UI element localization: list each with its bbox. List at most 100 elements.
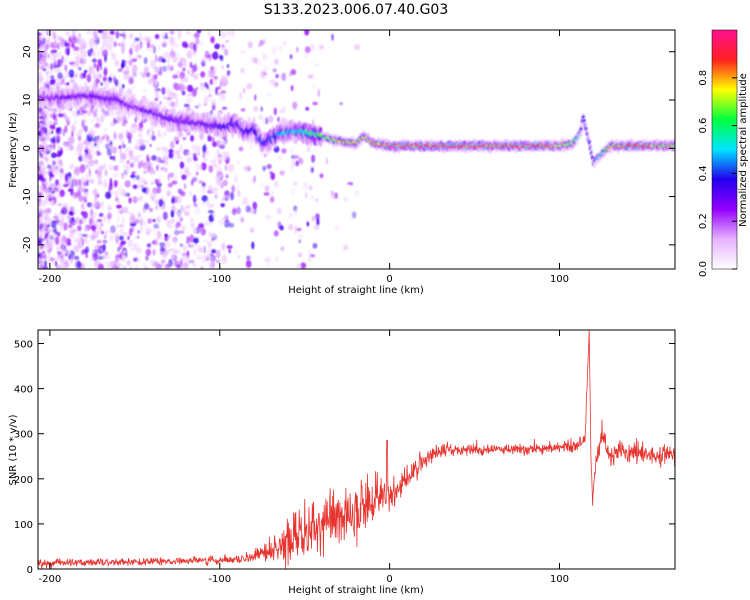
noise-speck	[221, 242, 226, 251]
noise-speck	[99, 247, 104, 252]
noise-speck	[128, 77, 134, 85]
noise-speck	[185, 157, 192, 163]
noise-speck	[161, 65, 168, 72]
noise-speck	[190, 244, 195, 248]
noise-speck	[38, 167, 42, 171]
noise-speck	[74, 120, 77, 125]
noise-speck	[311, 195, 314, 201]
noise-speck	[115, 30, 120, 39]
noise-speck	[325, 157, 328, 165]
noise-speck	[51, 45, 55, 53]
noise-speck	[308, 185, 313, 191]
noise-speck	[228, 222, 235, 228]
noise-speck	[215, 249, 221, 259]
noise-speck	[119, 209, 124, 215]
noise-speck	[265, 214, 272, 220]
noise-speck	[198, 163, 202, 171]
noise-speck	[78, 38, 84, 48]
noise-speck	[122, 231, 129, 237]
noise-speck	[127, 181, 130, 186]
noise-speck	[86, 163, 89, 169]
noise-speck	[264, 256, 271, 263]
noise-speck	[108, 203, 111, 212]
noise-speck	[179, 144, 183, 153]
noise-speck	[330, 193, 336, 201]
noise-speck	[206, 198, 210, 207]
noise-speck	[40, 55, 47, 63]
noise-speck	[212, 141, 218, 148]
noise-speck	[96, 175, 103, 179]
noise-speck	[50, 55, 56, 62]
noise-speck	[92, 42, 99, 50]
noise-speck	[121, 40, 126, 49]
noise-speck	[110, 167, 114, 171]
noise-speck	[100, 201, 104, 208]
noise-speck	[251, 178, 256, 184]
noise-speck	[87, 42, 93, 50]
noise-speck	[291, 154, 295, 160]
noise-speck	[270, 172, 276, 181]
noise-speck	[220, 46, 227, 51]
noise-speck	[214, 67, 217, 75]
noise-speck	[129, 265, 133, 269]
noise-speck	[69, 164, 72, 171]
noise-speck	[207, 69, 214, 76]
noise-speck	[38, 32, 42, 36]
noise-speck	[192, 176, 198, 183]
colorbar-strip	[711, 29, 738, 270]
noise-speck	[73, 209, 77, 215]
noise-speck	[38, 200, 42, 207]
noise-speck	[112, 172, 119, 178]
noise-speck	[128, 156, 135, 161]
noise-speck	[82, 206, 88, 210]
noise-speck	[134, 264, 139, 269]
noise-speck	[143, 203, 150, 210]
noise-speck	[49, 63, 54, 70]
noise-speck	[169, 141, 175, 149]
noise-speck	[295, 207, 298, 216]
noise-speck	[262, 53, 268, 61]
noise-speck	[91, 68, 96, 77]
noise-speck	[186, 236, 190, 245]
noise-speck	[290, 85, 294, 92]
noise-speck	[70, 124, 76, 133]
noise-speck	[154, 199, 160, 205]
noise-speck	[134, 37, 140, 42]
noise-speck	[226, 70, 231, 76]
noise-speck	[228, 249, 231, 254]
noise-speck	[164, 167, 168, 173]
noise-speck	[201, 186, 207, 194]
y-tick-label: 0	[22, 145, 33, 151]
noise-speck	[216, 178, 222, 186]
noise-speck	[194, 145, 201, 153]
noise-speck	[164, 233, 169, 237]
chart-title: S133.2023.006.07.40.G03	[264, 2, 449, 18]
noise-speck	[234, 175, 238, 183]
noise-speck	[119, 263, 123, 269]
noise-speck	[38, 160, 42, 166]
noise-speck	[193, 32, 200, 39]
noise-speck	[56, 158, 61, 167]
noise-speck	[135, 138, 139, 145]
noise-speck	[213, 75, 218, 81]
noise-speck	[223, 195, 230, 200]
noise-speck	[67, 47, 70, 57]
noise-speck	[136, 42, 143, 51]
noise-speck	[146, 71, 152, 78]
noise-speck	[131, 171, 136, 175]
noise-speck	[201, 182, 206, 188]
noise-speck	[129, 61, 132, 67]
noise-speck	[118, 83, 122, 88]
noise-speck	[136, 235, 140, 239]
noise-speck	[224, 49, 229, 56]
colorbar-tick-label: 0.4	[698, 165, 709, 181]
noise-speck	[85, 146, 89, 150]
noise-speck	[73, 46, 80, 51]
noise-speck	[159, 174, 162, 179]
noise-speck	[113, 108, 117, 116]
noise-speck	[81, 58, 87, 63]
noise-speck	[46, 164, 51, 170]
noise-speck	[50, 241, 55, 248]
noise-speck	[123, 250, 127, 254]
